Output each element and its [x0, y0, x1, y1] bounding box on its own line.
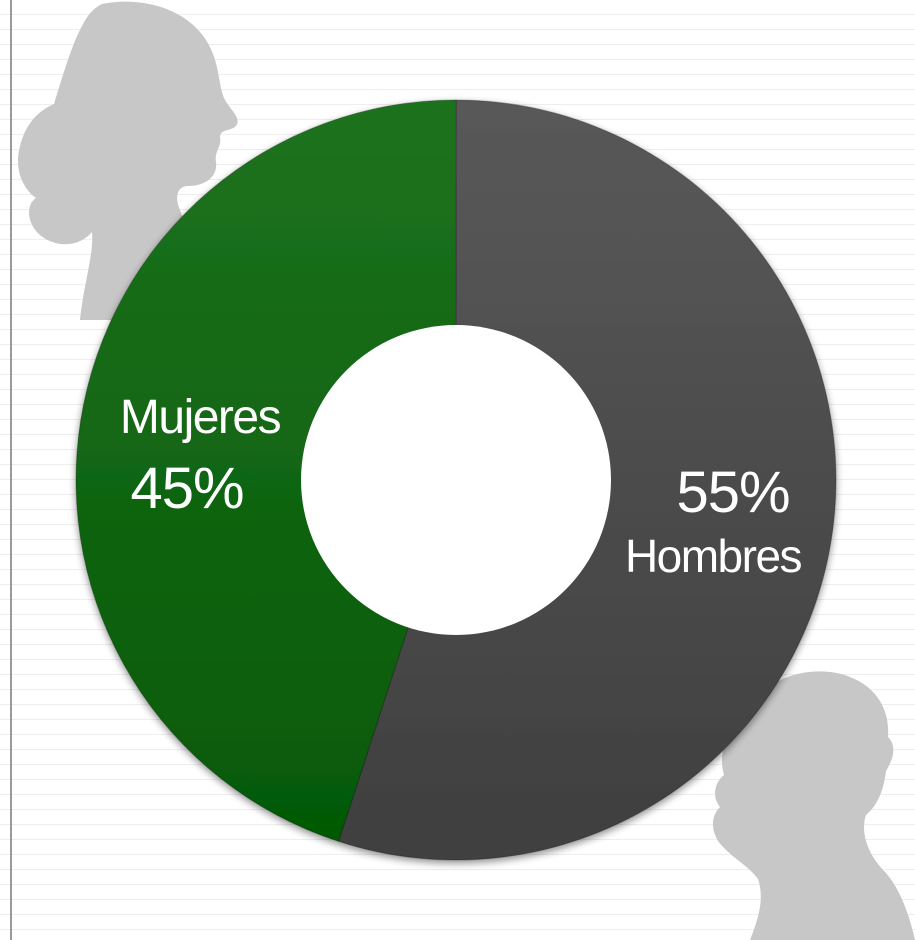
- slice-value-hombres: 55%: [676, 460, 789, 525]
- left-border-line: [10, 0, 12, 940]
- slice-label-hombres: Hombres: [625, 530, 802, 582]
- slice-value-mujeres: 45%: [130, 456, 243, 521]
- pie-slice-shading-mujeres: [75, 99, 456, 842]
- man-silhouette-icon: [712, 671, 915, 940]
- slice-label-mujeres: Mujeres: [120, 391, 281, 444]
- donut-hole: [301, 325, 611, 635]
